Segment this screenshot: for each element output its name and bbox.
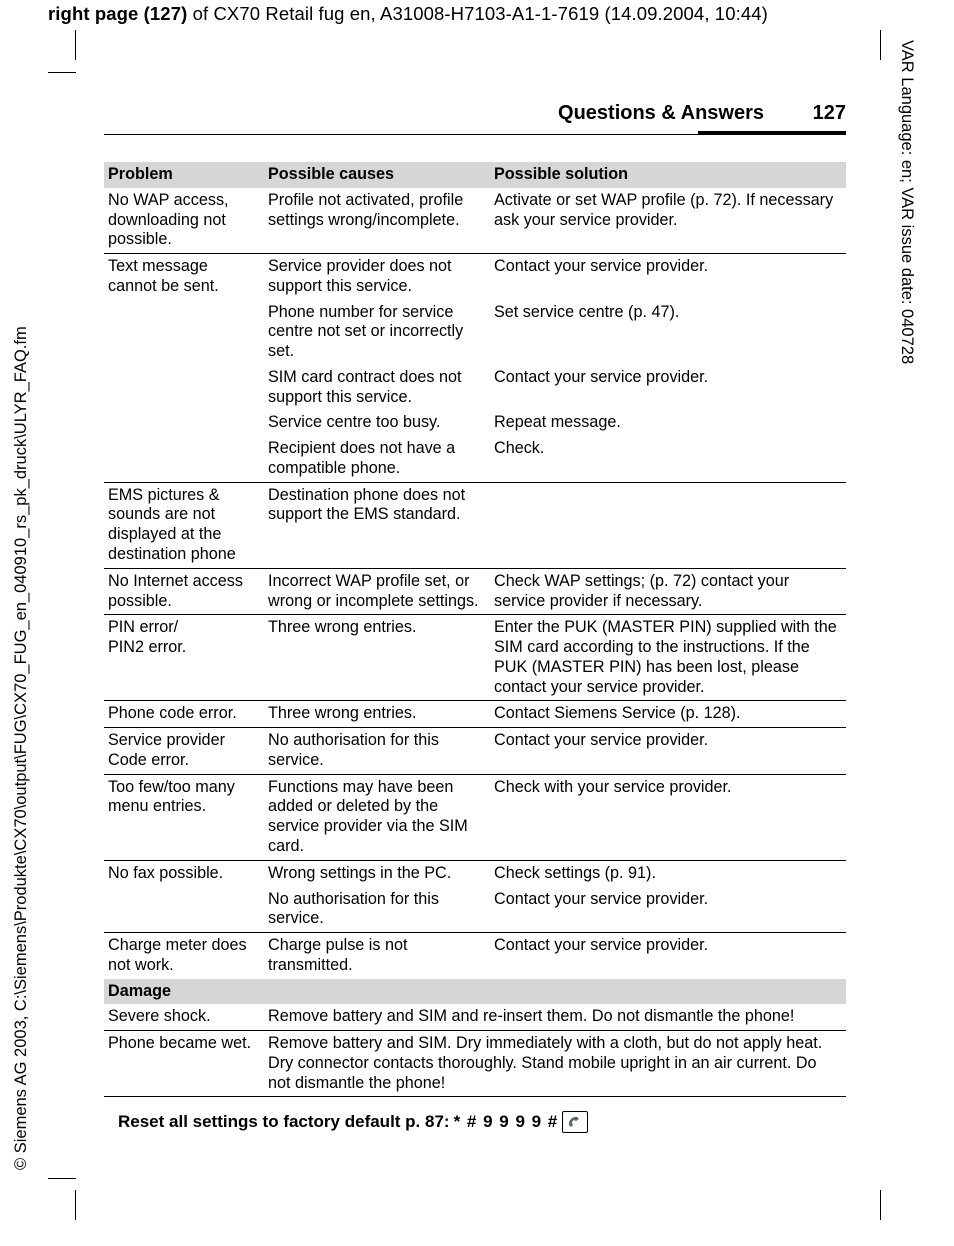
table-row: Recipient does not have a compatible pho… [104,436,846,482]
crop-mark [880,1190,881,1220]
table-row: No WAP access, downloading not possible.… [104,188,846,253]
table-row: Service provider Code error. No authoris… [104,728,846,774]
table-row: Text message cannot be sent. Service pro… [104,254,846,300]
table-row: No authorisation for this service. Conta… [104,887,846,933]
side-text-right: VAR Language: en; VAR issue date: 040728 [897,40,916,364]
table-row: Severe shock. Remove battery and SIM and… [104,1004,846,1030]
table-row: Service centre too busy. Repeat message. [104,410,846,436]
crop-mark [75,30,76,60]
print-header-bold: right page (127) [48,3,187,24]
call-icon [562,1111,588,1133]
print-header: right page (127) of CX70 Retail fug en, … [48,3,768,25]
damage-header-row: Damage [104,979,846,1005]
title-rule-thick [698,131,846,135]
section-title: Questions & Answers [558,102,764,125]
crop-mark [880,30,881,60]
table-row: No Internet access possible. Incorrect W… [104,569,846,615]
table-row: Phone number for service centre not set … [104,300,846,365]
table-row: Phone became wet. Remove battery and SIM… [104,1031,846,1096]
side-text-left: © Siemens AG 2003, C:\Siemens\Produkte\C… [12,326,31,1170]
damage-header: Damage [104,979,846,1005]
page-content: Questions & Answers 127 Problem Possible… [104,96,846,1133]
reset-instruction: Reset all settings to factory default p.… [118,1111,846,1133]
page-title-row: Questions & Answers 127 [104,96,846,142]
reset-text: Reset all settings to factory default p.… [118,1112,450,1132]
table-row: Charge meter does not work. Charge pulse… [104,933,846,979]
page-number: 127 [813,102,846,125]
crop-mark [48,1178,76,1179]
faq-table: Problem Possible causes Possible solutio… [104,162,846,1097]
table-row: Phone code error. Three wrong entries. C… [104,701,846,727]
table-header-row: Problem Possible causes Possible solutio… [104,162,846,188]
crop-mark [75,1190,76,1220]
table-row: PIN error/ PIN2 error. Three wrong entri… [104,615,846,700]
col-header-solution: Possible solution [490,162,846,188]
print-header-rest: of CX70 Retail fug en, A31008-H7103-A1-1… [187,3,768,24]
table-row: EMS pictures & sounds are not displayed … [104,483,846,568]
table-row: No fax possible. Wrong settings in the P… [104,861,846,887]
col-header-causes: Possible causes [264,162,490,188]
table-row: Too few/too many menu entries. Functions… [104,775,846,860]
crop-mark [48,72,76,73]
table-row: SIM card contract does not support this … [104,365,846,411]
col-header-problem: Problem [104,162,264,188]
reset-code: * # 9 9 9 9 # [454,1112,559,1132]
